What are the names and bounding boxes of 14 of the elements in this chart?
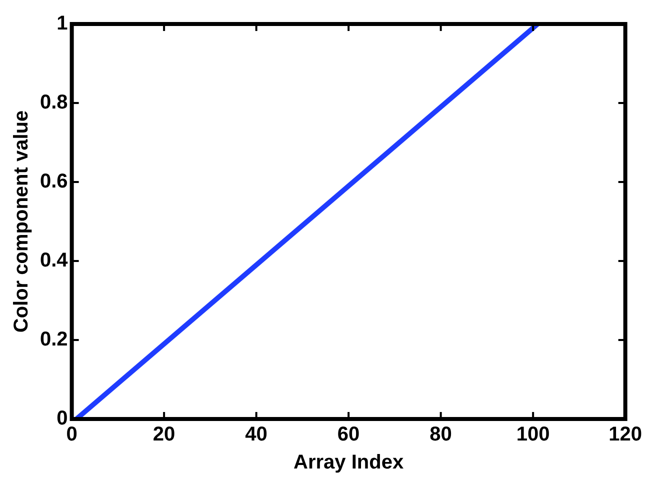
y-tick-label: 0.8 — [40, 92, 68, 114]
x-tick-label: 40 — [245, 424, 268, 446]
x-tick-label: 60 — [337, 424, 360, 446]
y-tick-label: 0 — [56, 408, 68, 430]
y-axis-title: Color component value — [10, 110, 33, 333]
x-tick-label: 100 — [516, 424, 550, 446]
y-tick-label: 0.6 — [40, 170, 68, 193]
x-tick-label: 120 — [608, 424, 642, 446]
y-tick-label: 1 — [56, 12, 68, 35]
x-tick-label: 20 — [152, 424, 176, 446]
x-tick-label: 80 — [430, 424, 452, 446]
x-axis-title: Array Index — [294, 452, 404, 474]
y-tick-label: 0.2 — [40, 328, 68, 351]
y-tick-label: 0.4 — [40, 250, 69, 272]
